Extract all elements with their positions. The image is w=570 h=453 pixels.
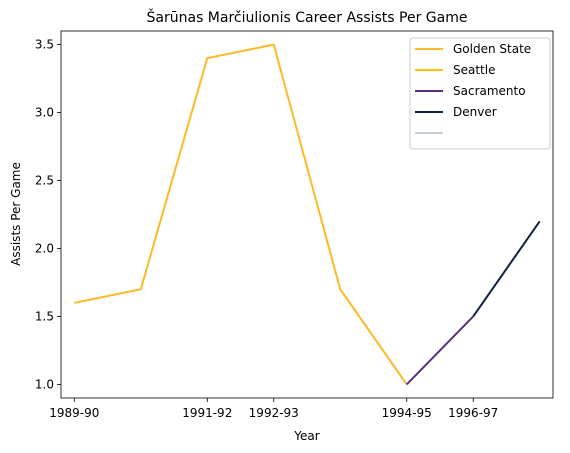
x-tick-label: 1996-97 — [448, 406, 498, 420]
series-line-0 — [74, 43, 408, 385]
series-line-2 — [406, 315, 474, 386]
x-axis: 1989-90 1991-92 1992-93 1994-95 1996-97 — [49, 398, 498, 420]
legend-box — [409, 37, 551, 150]
x-tick-label: 1991-92 — [182, 406, 232, 420]
series-line-3 — [472, 220, 541, 318]
y-tick-label: 1.5 — [35, 309, 54, 323]
legend-label: Sacramento — [453, 84, 526, 98]
legend: Golden State Seattle Sacramento Denver — [409, 37, 551, 150]
chart-title: Šarūnas Marčiulionis Career Assists Per … — [147, 8, 468, 26]
y-tick-label: 1.0 — [35, 377, 54, 391]
y-tick-label: 2.5 — [35, 174, 54, 188]
x-tick-label: 1992-93 — [249, 406, 299, 420]
legend-label: Golden State — [453, 42, 531, 56]
legend-label: Seattle — [453, 63, 495, 77]
x-tick-label: 1994-95 — [382, 406, 432, 420]
y-tick-label: 2.0 — [35, 241, 54, 255]
y-tick-label: 3.5 — [35, 38, 54, 52]
y-tick-label: 3.0 — [35, 106, 54, 120]
plot-frame — [60, 30, 554, 399]
plot-lines — [74, 43, 541, 386]
y-axis: 1.0 1.5 2.0 2.5 3.0 3.5 — [35, 38, 61, 391]
y-axis-label: Assists Per Game — [9, 162, 23, 266]
x-axis-label: Year — [293, 429, 319, 443]
x-tick-label: 1989-90 — [49, 406, 99, 420]
legend-label: Denver — [453, 105, 497, 119]
